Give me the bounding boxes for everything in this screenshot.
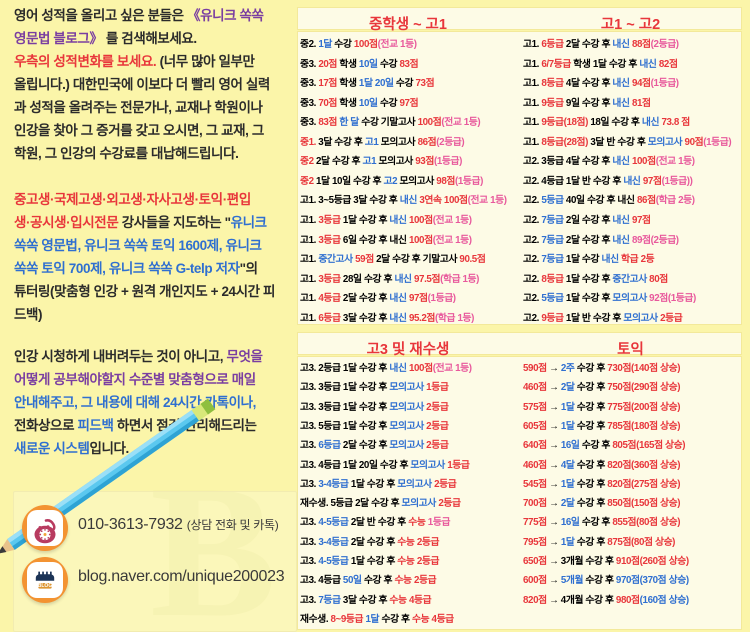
svg-text:BLOG: BLOG [38, 583, 53, 589]
